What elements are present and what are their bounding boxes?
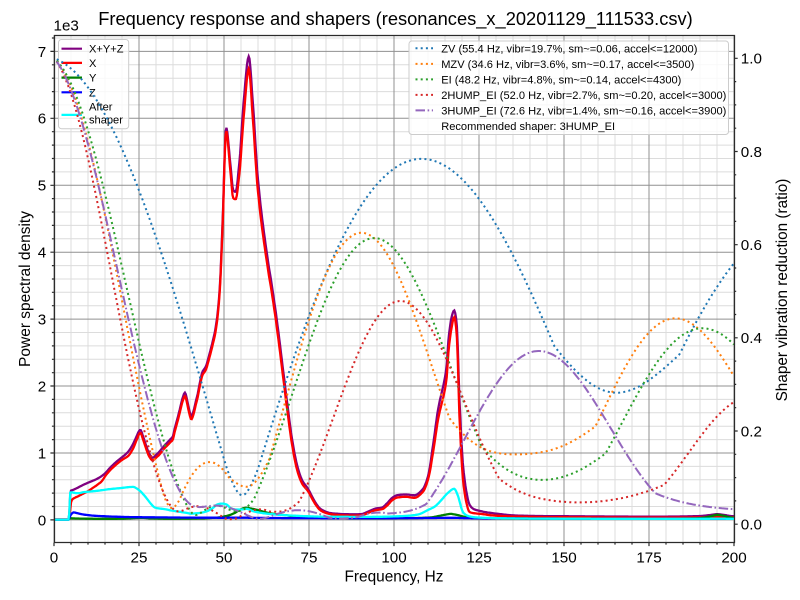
svg-text:200: 200 [721,549,746,566]
svg-text:Frequency, Hz: Frequency, Hz [345,569,444,586]
svg-text:100: 100 [381,549,406,566]
svg-text:3: 3 [38,312,46,329]
svg-text:125: 125 [466,549,491,566]
svg-text:4: 4 [38,245,46,262]
svg-text:75: 75 [301,549,318,566]
svg-text:175: 175 [636,549,661,566]
svg-text:50: 50 [216,549,233,566]
svg-text:Power spectral density: Power spectral density [17,211,34,367]
svg-text:0.8: 0.8 [741,144,762,161]
svg-text:25: 25 [131,549,148,566]
svg-text:0.4: 0.4 [741,330,762,347]
svg-text:1.0: 1.0 [741,51,762,68]
svg-text:150: 150 [551,549,576,566]
svg-text:X: X [89,58,97,70]
svg-text:5: 5 [38,178,46,195]
svg-text:0: 0 [50,549,58,566]
svg-text:2: 2 [38,378,46,395]
svg-text:X+Y+Z: X+Y+Z [89,44,124,56]
svg-text:Recommended shaper: 3HUMP_EI: Recommended shaper: 3HUMP_EI [441,121,615,133]
svg-text:0: 0 [38,512,46,529]
svg-text:MZV (34.6 Hz, vibr=3.6%, sm~=0: MZV (34.6 Hz, vibr=3.6%, sm~=0.17, accel… [441,59,694,71]
svg-text:1: 1 [38,445,46,462]
svg-text:1e3: 1e3 [54,17,79,34]
svg-text:Z: Z [89,87,96,99]
svg-text:Shaper vibration reduction (ra: Shaper vibration reduction (ratio) [774,179,791,402]
svg-text:3HUMP_EI (72.6 Hz, vibr=1.4%,: 3HUMP_EI (72.6 Hz, vibr=1.4%, sm~=0.16, … [441,105,726,117]
svg-text:shaper: shaper [89,115,123,127]
svg-text:0.6: 0.6 [741,237,762,254]
svg-text:Y: Y [89,73,97,85]
svg-text:6: 6 [38,111,46,128]
svg-text:2HUMP_EI (52.0 Hz, vibr=2.7%,: 2HUMP_EI (52.0 Hz, vibr=2.7%, sm~=0.20, … [441,90,726,102]
svg-text:EI (48.2 Hz, vibr=4.8%, sm~=0.: EI (48.2 Hz, vibr=4.8%, sm~=0.14, accel<… [441,74,681,86]
svg-text:0.0: 0.0 [741,517,762,534]
svg-text:After: After [89,102,113,114]
svg-text:ZV (55.4 Hz, vibr=19.7%, sm~=0: ZV (55.4 Hz, vibr=19.7%, sm~=0.06, accel… [441,43,697,55]
svg-text:0.2: 0.2 [741,423,762,440]
svg-text:Frequency response and shapers: Frequency response and shapers (resonanc… [98,8,693,30]
svg-text:7: 7 [38,44,46,61]
